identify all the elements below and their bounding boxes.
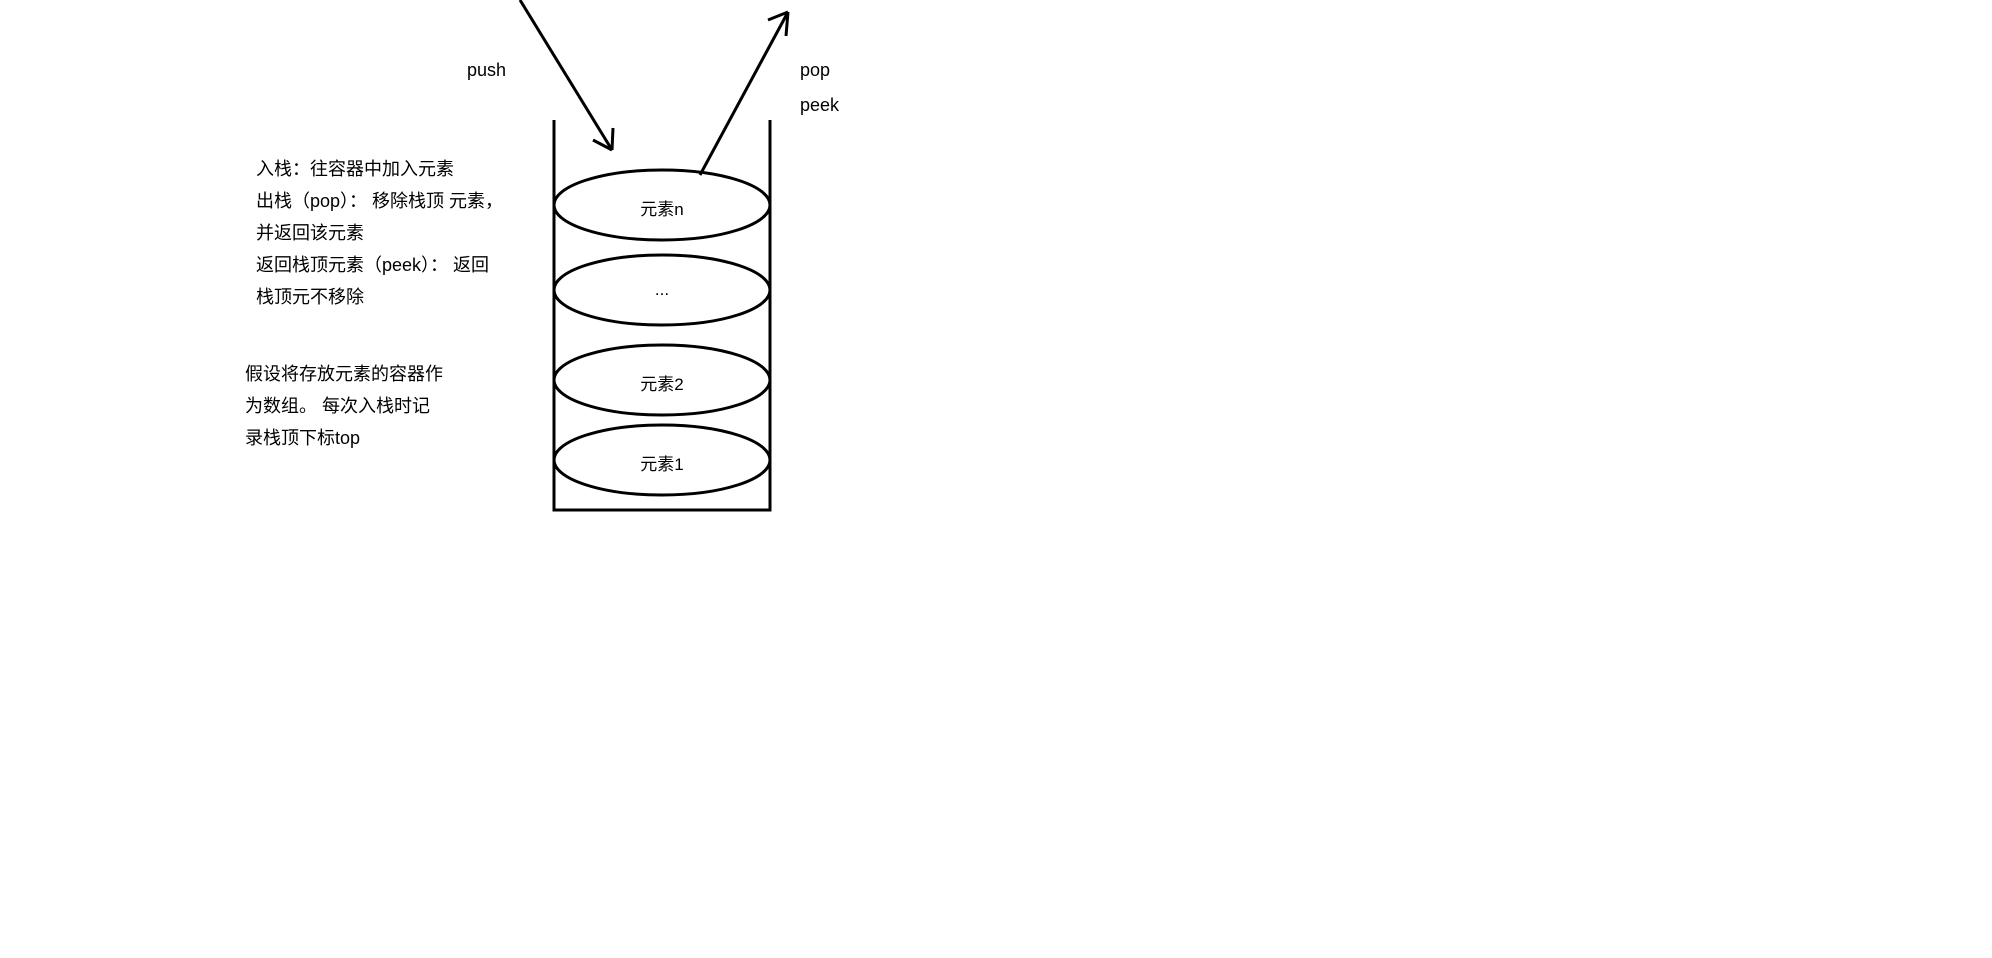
element-2-label: 元素2 — [612, 370, 712, 395]
pop-arrow-line — [700, 12, 788, 175]
definition-line-3: 返回栈顶元素（peek）： 返回栈顶元不移除 — [256, 249, 506, 313]
peek-label: peek — [800, 95, 839, 116]
element-n-label: 元素n — [612, 195, 712, 220]
push-label: push — [467, 60, 506, 81]
definitions-text: 入栈：往容器中加入元素 出栈（pop）： 移除栈顶 元素，并返回该元素 返回栈顶… — [256, 153, 506, 313]
pop-label: pop — [800, 60, 830, 81]
assumption-line-1: 假设将存放元素的容器作为数组。 每次入栈时记录栈顶下标top — [245, 358, 445, 454]
stack-diagram — [0, 0, 1992, 958]
definition-line-2: 出栈（pop）： 移除栈顶 元素，并返回该元素 — [256, 185, 506, 249]
push-arrow-line — [520, 0, 612, 150]
definition-line-1: 入栈：往容器中加入元素 — [256, 153, 506, 185]
assumption-text: 假设将存放元素的容器作为数组。 每次入栈时记录栈顶下标top — [245, 358, 445, 454]
element-1-label: 元素1 — [612, 450, 712, 475]
element-dots-label: ... — [612, 280, 712, 300]
